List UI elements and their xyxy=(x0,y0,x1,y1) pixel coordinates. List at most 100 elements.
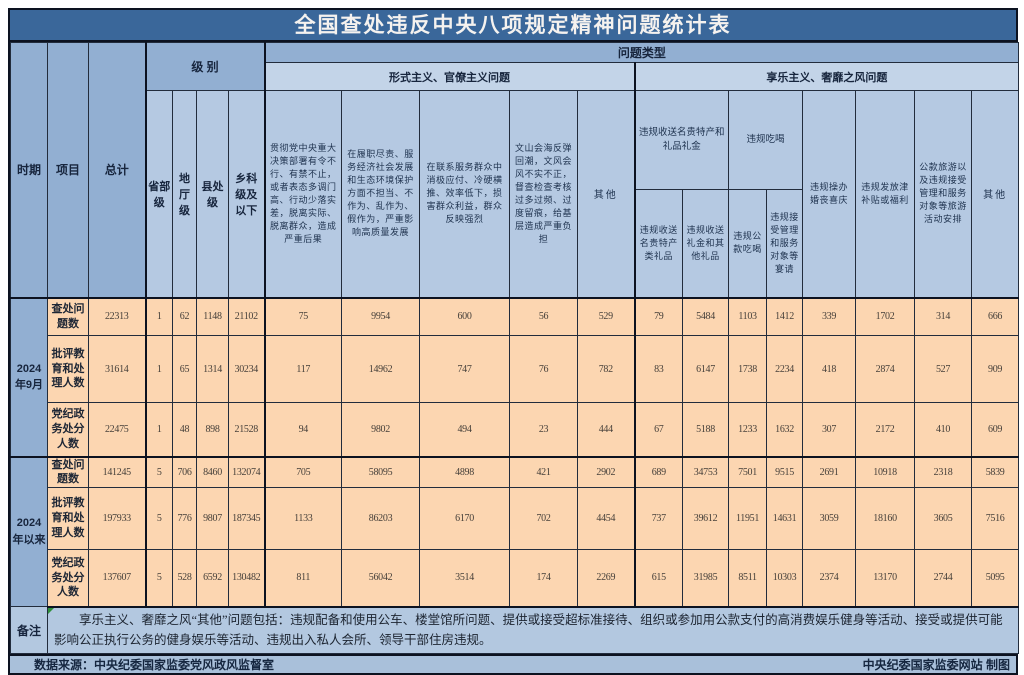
value-cell: 14631 xyxy=(766,487,804,551)
notes-text: 享乐主义、奢靡之风“其他”问题包括：违规配备和使用公车、楼堂馆所问题、提供或接受… xyxy=(54,612,1003,648)
value-cell: 737 xyxy=(633,487,684,551)
value-cell: 22475 xyxy=(88,402,146,457)
col-header-level-provincial: 省部级 xyxy=(144,90,173,298)
col-header-formalism-3: 在联系服务群众中消极应付、冷硬横推、效率低下，损害群众利益，群众反映强烈 xyxy=(419,90,511,298)
row-label: 查处问题数 xyxy=(47,455,89,489)
value-cell: 21528 xyxy=(227,402,266,457)
value-cell: 67 xyxy=(633,402,684,457)
col-header-gifts-parent: 违规收送名贵特产和礼品礼金 xyxy=(633,90,730,190)
value-cell: 7501 xyxy=(728,455,768,489)
value-cell: 1103 xyxy=(728,296,768,336)
notes-text-cell: 享乐主义、奢靡之风“其他”问题包括：违规配备和使用公车、楼堂馆所问题、提供或接受… xyxy=(46,605,1020,654)
table-row: 2024年9月 查处问题数 22313 1 62 1148 21102 75 9954 600 56… xyxy=(10,296,1020,457)
value-cell: 10918 xyxy=(855,455,916,489)
value-cell: 1133 xyxy=(263,487,343,551)
value-cell: 8511 xyxy=(728,549,768,608)
value-cell: 117 xyxy=(263,335,343,403)
value-cell: 444 xyxy=(577,402,636,457)
value-cell: 307 xyxy=(802,402,857,457)
value-cell: 909 xyxy=(971,335,1020,403)
value-cell: 5 xyxy=(144,549,173,608)
row-label: 查处问题数 xyxy=(47,296,89,336)
col-header-total: 总计 xyxy=(88,42,146,298)
value-cell: 132074 xyxy=(227,455,266,489)
table-row: 党纪政务处分人数 22475 1 48 898 21528 94 9802 494 23 444 67… xyxy=(11,402,1020,457)
footer-bar: 数据来源：中央纪委国家监委党风政风监督室 中央纪委国家监委网站 制图 xyxy=(10,653,1016,673)
period-cell: 2024年9月 xyxy=(10,296,48,457)
value-cell: 8460 xyxy=(196,455,229,489)
value-cell: 494 xyxy=(419,402,511,457)
chart-credit: 中央纪委国家监委网站 制图 xyxy=(862,657,1010,672)
value-cell: 1 xyxy=(144,335,173,403)
value-cell: 22313 xyxy=(88,296,146,336)
value-cell: 6592 xyxy=(196,549,229,608)
col-header-dining-parent: 违规吃喝 xyxy=(728,90,804,190)
value-cell: 141245 xyxy=(88,455,146,489)
data-source: 数据来源：中央纪委国家监委党风政风监督室 xyxy=(34,657,275,672)
value-cell: 130482 xyxy=(227,549,266,608)
table-row: 2024年以来 查处问题数 141245 5 706 8460 132074 705 58095… xyxy=(10,455,1020,608)
value-cell: 10303 xyxy=(766,549,804,608)
value-cell: 1148 xyxy=(196,296,229,336)
value-cell: 2374 xyxy=(802,549,857,608)
value-cell: 197933 xyxy=(88,487,146,551)
value-cell: 339 xyxy=(802,296,857,336)
value-cell: 6147 xyxy=(682,335,730,403)
table-body: 2024年9月 查处问题数 22313 1 62 1148 21102 75 9954 600 56… xyxy=(10,296,1020,608)
value-cell: 1 xyxy=(144,402,173,457)
value-cell: 2172 xyxy=(855,402,916,457)
col-header-public-funded-travel: 公款旅游以及违规接受管理和服务对象等旅游活动安排 xyxy=(914,90,973,298)
value-cell: 2318 xyxy=(914,455,973,489)
value-cell: 2234 xyxy=(766,335,804,403)
value-cell: 86203 xyxy=(341,487,421,551)
value-cell: 5188 xyxy=(682,402,730,457)
value-cell: 9954 xyxy=(341,296,421,336)
value-cell: 5484 xyxy=(682,296,730,336)
value-cell: 187345 xyxy=(227,487,266,551)
value-cell: 811 xyxy=(263,549,343,608)
value-cell: 705 xyxy=(263,455,343,489)
col-header-cash-gifts: 违规收送礼金和其他礼品 xyxy=(682,189,730,298)
value-cell: 898 xyxy=(196,402,229,457)
col-header-allowances: 违规发放津补贴或福利 xyxy=(855,90,916,298)
value-cell: 1 xyxy=(144,296,173,336)
value-cell: 14962 xyxy=(341,335,421,403)
value-cell: 9807 xyxy=(196,487,229,551)
value-cell: 4454 xyxy=(577,487,636,551)
value-cell: 56042 xyxy=(341,549,421,608)
value-cell: 31614 xyxy=(88,335,146,403)
value-cell: 31985 xyxy=(682,549,730,608)
comment-marker xyxy=(48,608,54,614)
statistics-sheet: 全国查处违反中央八项规定精神问题统计表 时期 项目 总计 级 别 问题类型 形式… xyxy=(8,8,1020,675)
value-cell: 528 xyxy=(172,549,197,608)
col-header-hedonism-other: 其他 xyxy=(971,90,1020,298)
value-cell: 3059 xyxy=(802,487,857,551)
value-cell: 3514 xyxy=(419,549,511,608)
value-cell: 2874 xyxy=(855,335,916,403)
value-cell: 776 xyxy=(172,487,197,551)
value-cell: 83 xyxy=(633,335,684,403)
value-cell: 706 xyxy=(172,455,197,489)
value-cell: 4898 xyxy=(419,455,511,489)
value-cell: 5 xyxy=(144,455,173,489)
value-cell: 76 xyxy=(509,335,579,403)
notes-label: 备注 xyxy=(10,606,48,654)
value-cell: 174 xyxy=(509,549,579,608)
statistics-table: 时期 项目 总计 级 别 问题类型 形式主义、官僚主义问题 享乐主义、奢靡之风问… xyxy=(10,42,1020,654)
value-cell: 421 xyxy=(509,455,579,489)
value-cell: 782 xyxy=(577,335,636,403)
col-header-level-prefecture: 地厅级 xyxy=(172,90,197,298)
value-cell: 527 xyxy=(914,335,973,403)
value-cell: 58095 xyxy=(341,455,421,489)
value-cell: 2691 xyxy=(802,455,857,489)
value-cell: 1233 xyxy=(728,402,768,457)
col-header-banquet-acceptance: 违规接受管理和服务对象等宴请 xyxy=(766,189,804,298)
group-header-hedonism: 享乐主义、奢靡之风问题 xyxy=(633,62,1020,91)
value-cell: 747 xyxy=(419,335,511,403)
value-cell: 56 xyxy=(509,296,579,336)
value-cell: 418 xyxy=(802,335,857,403)
value-cell: 34753 xyxy=(682,455,730,489)
value-cell: 9515 xyxy=(766,455,804,489)
value-cell: 410 xyxy=(914,402,973,457)
value-cell: 3605 xyxy=(914,487,973,551)
